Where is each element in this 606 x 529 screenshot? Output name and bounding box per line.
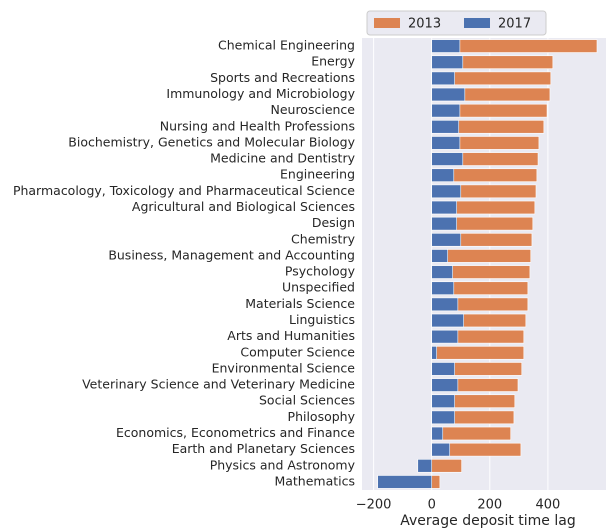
x-tick-label: 200: [477, 498, 502, 513]
bar: [431, 55, 464, 69]
y-tick-label: Physics and Astronomy: [210, 457, 356, 472]
bar: [431, 313, 464, 328]
bar: [431, 394, 455, 408]
bar: [431, 346, 437, 360]
bar: [431, 442, 451, 457]
bar: [431, 410, 455, 425]
bar: [431, 39, 461, 53]
bar: [431, 136, 461, 150]
bar: [431, 426, 444, 441]
bar: [431, 297, 459, 312]
bar: [417, 459, 433, 473]
y-tick-label: Engineering: [280, 167, 355, 182]
y-tick-label: Chemical Engineering: [218, 38, 355, 53]
legend-swatch: [464, 18, 490, 28]
y-tick-label: Immunology and Microbiology: [166, 86, 355, 101]
y-tick-label: Sports and Recreations: [210, 70, 355, 85]
y-tick-label: Energy: [311, 54, 355, 69]
bar: [431, 103, 461, 118]
y-tick-label: Pharmacology, Toxicology and Pharmaceuti…: [13, 183, 355, 198]
x-tick-label: −200: [356, 498, 392, 513]
bar: [431, 249, 448, 263]
bar: [431, 168, 455, 182]
y-tick-label: Computer Science: [240, 344, 355, 359]
bar: [431, 233, 462, 247]
legend-label: 2017: [498, 17, 531, 32]
y-tick-label: Earth and Planetary Sciences: [172, 441, 355, 456]
y-tick-label: Design: [312, 215, 355, 230]
y-tick-label: Medicine and Dentistry: [210, 151, 355, 166]
bar: [431, 200, 457, 215]
bar: [431, 184, 462, 199]
bar: [431, 71, 455, 86]
y-tick-label: Social Sciences: [259, 393, 355, 408]
bar: [431, 475, 441, 489]
y-tick-label: Veterinary Science and Veterinary Medici…: [82, 377, 355, 392]
bar: [431, 216, 457, 231]
bar: [431, 87, 466, 102]
y-tick-label: Agricultural and Biological Sciences: [132, 199, 355, 214]
y-tick-label: Philosophy: [288, 409, 356, 424]
legend-swatch: [374, 18, 400, 28]
legend-box: [366, 10, 547, 36]
y-tick-label: Environmental Science: [212, 360, 356, 375]
y-tick-label: Mathematics: [274, 473, 355, 488]
bar: [431, 459, 462, 473]
x-tick-label: 400: [535, 498, 560, 513]
bar: [431, 265, 453, 279]
legend-label: 2013: [408, 17, 441, 32]
y-tick-label: Nursing and Health Professions: [160, 118, 355, 133]
y-tick-label: Linguistics: [289, 312, 355, 327]
bar: [431, 346, 525, 360]
y-tick-label: Arts and Humanities: [227, 328, 355, 343]
bar: [431, 378, 459, 392]
y-tick-label: Neuroscience: [270, 102, 355, 117]
bar: [377, 475, 433, 489]
bar: [431, 120, 460, 134]
bar: [431, 281, 455, 295]
bar: [431, 152, 464, 166]
bar: [431, 426, 512, 441]
y-tick-label: Materials Science: [245, 296, 355, 311]
y-tick-label: Business, Management and Accounting: [108, 247, 355, 262]
x-tick-label: 0: [428, 498, 436, 513]
bar: [431, 362, 455, 376]
x-axis-label: Average deposit time lag: [400, 513, 575, 529]
y-tick-label: Biochemistry, Genetics and Molecular Bio…: [68, 134, 355, 149]
y-tick-label: Psychology: [285, 264, 356, 279]
bar: [431, 329, 459, 344]
y-tick-label: Economics, Econometrics and Finance: [116, 425, 355, 440]
y-tick-label: Unspecified: [282, 280, 355, 295]
y-tick-label: Chemistry: [291, 231, 356, 246]
